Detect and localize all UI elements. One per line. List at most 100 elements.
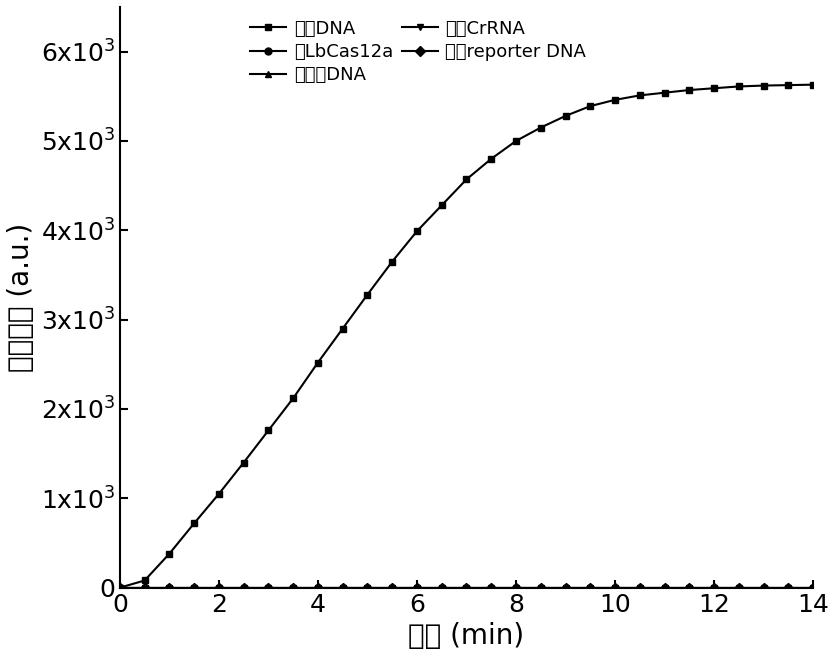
靶标DNA: [338, 325, 348, 332]
只有reporter DNA: [338, 583, 348, 591]
无靶标DNA: [115, 583, 125, 591]
靶标DNA: [214, 490, 224, 498]
靶标DNA: [709, 84, 719, 92]
无LbCas12a: [758, 583, 768, 591]
无靶标DNA: [685, 583, 695, 591]
无靶标DNA: [238, 583, 248, 591]
只有reporter DNA: [288, 583, 298, 591]
只有reporter DNA: [709, 583, 719, 591]
无关CrRNA: [140, 583, 150, 591]
无LbCas12a: [585, 583, 595, 591]
只有reporter DNA: [758, 583, 768, 591]
无关CrRNA: [808, 583, 818, 591]
无靶标DNA: [808, 583, 818, 591]
无LbCas12a: [387, 583, 397, 591]
只有reporter DNA: [363, 583, 373, 591]
无靶标DNA: [734, 583, 744, 591]
无关CrRNA: [412, 583, 422, 591]
无LbCas12a: [363, 583, 373, 591]
无靶标DNA: [536, 583, 546, 591]
无LbCas12a: [436, 583, 446, 591]
无LbCas12a: [660, 583, 670, 591]
只有reporter DNA: [189, 583, 199, 591]
无靶标DNA: [585, 583, 595, 591]
只有reporter DNA: [238, 583, 248, 591]
无关CrRNA: [585, 583, 595, 591]
靶标DNA: [585, 102, 595, 110]
只有reporter DNA: [560, 583, 570, 591]
Line: 无关CrRNA: 无关CrRNA: [116, 584, 817, 591]
Line: 只有reporter DNA: 只有reporter DNA: [116, 584, 817, 591]
无关CrRNA: [189, 583, 199, 591]
靶标DNA: [436, 201, 446, 209]
只有reporter DNA: [387, 583, 397, 591]
只有reporter DNA: [536, 583, 546, 591]
无LbCas12a: [238, 583, 248, 591]
无靶标DNA: [783, 583, 793, 591]
无靶标DNA: [189, 583, 199, 591]
无LbCas12a: [288, 583, 298, 591]
只有reporter DNA: [685, 583, 695, 591]
无靶标DNA: [363, 583, 373, 591]
靶标DNA: [560, 112, 570, 120]
只有reporter DNA: [808, 583, 818, 591]
靶标DNA: [189, 520, 199, 528]
无靶标DNA: [387, 583, 397, 591]
无靶标DNA: [214, 583, 224, 591]
靶标DNA: [536, 124, 546, 131]
无LbCas12a: [734, 583, 744, 591]
无关CrRNA: [313, 583, 323, 591]
无关CrRNA: [660, 583, 670, 591]
无靶标DNA: [511, 583, 521, 591]
Line: 靶标DNA: 靶标DNA: [116, 81, 817, 591]
无关CrRNA: [709, 583, 719, 591]
只有reporter DNA: [461, 583, 472, 591]
无关CrRNA: [536, 583, 546, 591]
无关CrRNA: [115, 583, 125, 591]
靶标DNA: [363, 290, 373, 298]
靶标DNA: [685, 86, 695, 94]
无关CrRNA: [165, 583, 175, 591]
无关CrRNA: [363, 583, 373, 591]
只有reporter DNA: [660, 583, 670, 591]
无关CrRNA: [511, 583, 521, 591]
靶标DNA: [783, 81, 793, 89]
无LbCas12a: [115, 583, 125, 591]
Line: 无靶标DNA: 无靶标DNA: [116, 584, 817, 591]
X-axis label: 时间 (min): 时间 (min): [409, 622, 524, 650]
Y-axis label: 荧光强度 (a.u.): 荧光强度 (a.u.): [7, 223, 35, 372]
无LbCas12a: [709, 583, 719, 591]
无靶标DNA: [635, 583, 645, 591]
无关CrRNA: [560, 583, 570, 591]
靶标DNA: [165, 550, 175, 558]
Line: 无LbCas12a: 无LbCas12a: [116, 584, 817, 591]
只有reporter DNA: [610, 583, 620, 591]
靶标DNA: [610, 96, 620, 104]
无关CrRNA: [610, 583, 620, 591]
无关CrRNA: [288, 583, 298, 591]
只有reporter DNA: [263, 583, 273, 591]
无关CrRNA: [238, 583, 248, 591]
靶标DNA: [115, 583, 125, 591]
只有reporter DNA: [436, 583, 446, 591]
无关CrRNA: [387, 583, 397, 591]
无靶标DNA: [610, 583, 620, 591]
靶标DNA: [734, 83, 744, 91]
无关CrRNA: [214, 583, 224, 591]
无LbCas12a: [685, 583, 695, 591]
无靶标DNA: [288, 583, 298, 591]
无LbCas12a: [511, 583, 521, 591]
只有reporter DNA: [165, 583, 175, 591]
无关CrRNA: [461, 583, 472, 591]
无LbCas12a: [783, 583, 793, 591]
靶标DNA: [660, 89, 670, 97]
靶标DNA: [511, 137, 521, 145]
靶标DNA: [313, 359, 323, 367]
无LbCas12a: [165, 583, 175, 591]
无关CrRNA: [436, 583, 446, 591]
靶标DNA: [758, 81, 768, 89]
无LbCas12a: [536, 583, 546, 591]
无靶标DNA: [461, 583, 472, 591]
无靶标DNA: [165, 583, 175, 591]
靶标DNA: [387, 258, 397, 265]
